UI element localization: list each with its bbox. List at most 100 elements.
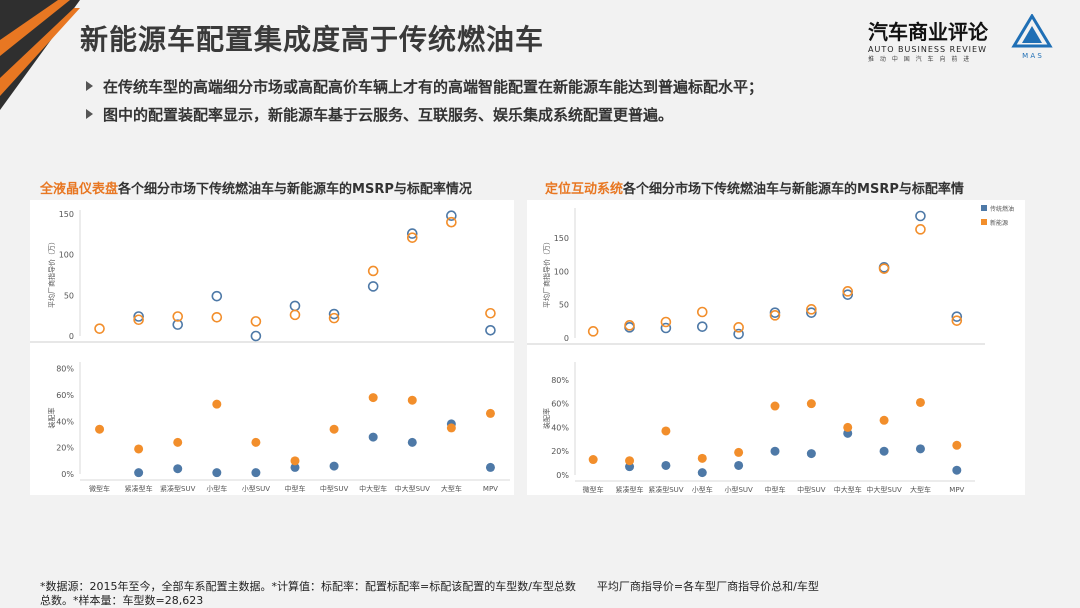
lower-point-fuel — [407, 437, 417, 447]
lower-point-fuel — [806, 449, 816, 459]
upper-point-nev — [211, 312, 223, 323]
x-tick-label: MPV — [949, 486, 964, 494]
lower-point-nev — [879, 415, 889, 425]
bullet-arrow-icon — [86, 81, 93, 91]
lower-axis-label: 装配率 — [542, 408, 551, 429]
lower-tick-label: 40% — [56, 417, 74, 426]
footnote-line1b: 平均厂商指导价=各车型厂商指导价总和/车型 — [596, 580, 819, 593]
upper-point-nev — [915, 224, 926, 235]
x-tick-label: 小型车 — [692, 485, 713, 494]
lower-point-fuel — [915, 444, 925, 454]
x-tick-label: 大型车 — [910, 485, 931, 494]
mas-text: M A S — [1022, 52, 1042, 60]
upper-point-nev — [587, 326, 599, 337]
lower-point-nev — [446, 423, 456, 433]
x-tick-label: 中型车 — [285, 484, 306, 493]
lower-tick-label: 0% — [61, 470, 74, 479]
x-tick-label: 紧凑型SUV — [648, 485, 684, 494]
upper-tick-label: 150 — [554, 234, 569, 243]
lower-point-fuel — [697, 468, 707, 478]
upper-point-nev — [878, 263, 890, 274]
bullet-list: 在传统车型的高端细分市场或高配高价车辆上才有的高端智能配置在新能源车能达到普遍标… — [86, 72, 763, 128]
lower-point-fuel — [251, 468, 261, 478]
chart2-title: 定位互动系统各个细分市场下传统燃油车与新能源车的MSRP与标配率情 — [545, 178, 964, 197]
lower-point-fuel — [329, 461, 339, 471]
upper-point-nev — [172, 311, 184, 322]
upper-point-fuel — [842, 289, 854, 300]
bullet-text: 图中的配置装配率显示，新能源车基于云服务、互联服务、娱乐集成系统配置更普遍。 — [103, 105, 674, 124]
upper-point-fuel — [660, 322, 672, 334]
logo-sub: 推 动 中 国 汽 车 向 前 进 — [868, 56, 972, 63]
x-tick-label: 小型车 — [206, 484, 227, 493]
upper-point-nev — [842, 286, 854, 297]
upper-point-fuel — [915, 210, 926, 222]
x-tick-label: 中大型车 — [834, 485, 862, 494]
legend-swatch-fuel — [981, 205, 987, 211]
lower-point-nev — [407, 395, 417, 405]
upper-point-fuel — [172, 319, 184, 330]
upper-point-fuel — [250, 330, 262, 342]
bullet-item: 在传统车型的高端细分市场或高配高价车辆上才有的高端智能配置在新能源车能达到普遍标… — [86, 72, 763, 100]
chart1-panel: 0 50 100 150 平均厂商指导价（万） 0% 20% 40% 60% 80% 装配率 微型车 紧… — [30, 200, 520, 495]
lower-point-fuel — [661, 460, 671, 470]
x-tick-label: 小型SUV — [724, 485, 753, 494]
chart1-title-highlight: 全液晶仪表盘 — [40, 182, 119, 197]
upper-point-nev — [446, 216, 457, 228]
chart1-title-rest: 各个细分市场下传统燃油车与新能源车的MSRP与标配率情况 — [118, 182, 472, 197]
upper-point-fuel — [806, 307, 817, 318]
upper-point-fuel — [406, 228, 418, 239]
lower-point-nev — [661, 426, 671, 436]
x-tick-label: 微型车 — [583, 485, 604, 494]
x-tick-label: 中型车 — [765, 485, 786, 494]
lower-axis-label: 装配率 — [47, 408, 56, 429]
upper-tick-label: 100 — [554, 267, 569, 276]
lower-tick-label: 20% — [551, 447, 569, 456]
bullet-arrow-icon — [86, 109, 93, 119]
x-tick-label: 微型车 — [89, 484, 110, 493]
upper-axis-label: 平均厂商指导价（万） — [47, 238, 56, 308]
upper-point-nev — [289, 309, 301, 321]
lower-point-nev — [251, 437, 261, 447]
legend-label-fuel: 传统燃油 — [990, 205, 1014, 213]
upper-point-fuel — [951, 311, 963, 322]
upper-point-nev — [485, 307, 496, 319]
legend-label-nev: 新能源 — [990, 219, 1008, 227]
upper-tick-label: 150 — [59, 210, 74, 219]
lower-point-fuel — [879, 446, 889, 456]
lower-point-fuel — [485, 462, 495, 472]
lower-point-nev — [134, 444, 144, 454]
chart2-title-highlight: 定位互动系统 — [545, 182, 624, 197]
logo-cn: 汽车商业评论 — [868, 20, 988, 44]
lower-point-nev — [485, 408, 495, 418]
lower-point-nev — [770, 401, 780, 411]
lower-point-nev — [734, 447, 744, 457]
legend-swatch-nev — [981, 219, 987, 225]
x-tick-label: 中大型车 — [359, 484, 387, 493]
footnote-line2: 总数。*样本量：车型数=28,623 — [40, 594, 204, 607]
bullet-item: 图中的配置装配率显示，新能源车基于云服务、互联服务、娱乐集成系统配置更普遍。 — [86, 100, 763, 128]
chart2-panel: 0 50 100 150 平均厂商指导价（万） 0% 20% 40% 60% 80% 装配率 微型车 紧… — [527, 200, 1025, 495]
lower-tick-label: 20% — [56, 444, 74, 453]
upper-point-nev — [733, 322, 744, 333]
upper-point-nev — [769, 310, 781, 321]
lower-tick-label: 60% — [56, 391, 74, 400]
lower-tick-label: 60% — [551, 400, 569, 409]
upper-axis-label: 平均厂商指导价（万） — [542, 238, 551, 308]
x-tick-label: 小型SUV — [242, 484, 271, 493]
upper-point-fuel — [133, 311, 144, 322]
lower-point-fuel — [212, 468, 222, 478]
upper-point-fuel — [211, 290, 223, 302]
upper-point-nev — [806, 304, 817, 315]
upper-point-nev — [94, 323, 105, 334]
lower-tick-label: 0% — [556, 471, 569, 480]
upper-point-fuel — [696, 321, 708, 332]
lower-point-nev — [625, 456, 635, 466]
chart1-title: 全液晶仪表盘各个细分市场下传统燃油车与新能源车的MSRP与标配率情况 — [40, 178, 472, 197]
upper-tick-label: 50 — [559, 301, 569, 310]
lower-point-nev — [588, 455, 598, 465]
lower-point-nev — [697, 453, 707, 463]
lower-point-nev — [806, 399, 816, 409]
